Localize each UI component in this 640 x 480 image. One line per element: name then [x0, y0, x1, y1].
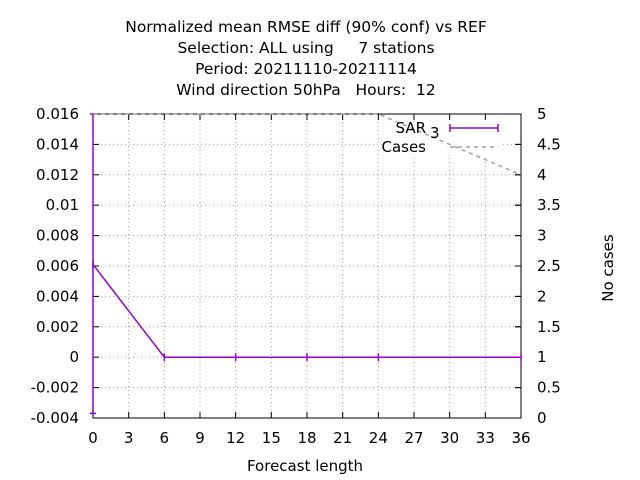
- y-tick-label: 0.008: [36, 227, 79, 245]
- y2-tick-label: 4: [537, 166, 547, 184]
- series-line-cases: [93, 113, 522, 176]
- y2-axis-label: No cases: [599, 234, 617, 302]
- legend-label-sub-sar: 3: [430, 124, 440, 142]
- y-tick-label: 0.002: [36, 318, 79, 336]
- series: [90, 113, 522, 415]
- y-tick-label: -0.004: [31, 409, 79, 427]
- legend-label-sar: SAR: [396, 119, 426, 137]
- title-line-1: Normalized mean RMSE diff (90% conf) vs …: [125, 18, 487, 36]
- x-tick-label: 33: [476, 429, 495, 447]
- x-tick-label: 12: [226, 429, 245, 447]
- x-tick-label: 0: [88, 429, 98, 447]
- y2-tick-label: 1: [537, 348, 547, 366]
- y2-tick-label: 0.5: [537, 379, 561, 397]
- y-tick-label: 0.012: [36, 166, 79, 184]
- x-tick-label: 18: [297, 429, 316, 447]
- x-tick-label: 3: [124, 429, 134, 447]
- x-tick-label: 24: [369, 429, 388, 447]
- x-tick-label: 6: [160, 429, 170, 447]
- x-tick-label: 36: [511, 429, 530, 447]
- y2-tick-label: 5: [537, 105, 547, 123]
- y2-tick-label: 0: [537, 409, 547, 427]
- y-tick-label: 0.006: [36, 257, 79, 275]
- y-tick-label: 0.004: [36, 287, 79, 305]
- y-tick-label: -0.002: [31, 379, 79, 397]
- chart-title: Normalized mean RMSE diff (90% conf) vs …: [0, 17, 612, 101]
- y-tick-label: 0.016: [36, 105, 79, 123]
- x-tick-label: 27: [404, 429, 423, 447]
- x-tick-label: 30: [440, 429, 459, 447]
- y2-tick-label: 3: [537, 227, 547, 245]
- x-axis-label: Forecast length: [247, 457, 363, 475]
- x-tick-label: 15: [262, 429, 281, 447]
- title-line-3: Period: 20211110-20211114: [195, 60, 417, 78]
- y2-tick-label: 2.5: [537, 257, 561, 275]
- legend-label-cases: Cases: [381, 138, 426, 156]
- grid: [93, 114, 521, 418]
- title-line-4: Wind direction 50hPa Hours: 12: [176, 81, 436, 99]
- axes: -0.004 -0.002 0 0.002 0.004 0.006 0.008 0.01 0.0…: [31, 105, 561, 447]
- series-line-sar: [92, 264, 521, 358]
- y-tick-label: 0: [69, 348, 79, 366]
- x-tick-label: 9: [195, 429, 205, 447]
- title-line-2: Selection: ALL using 7 stations: [177, 39, 435, 57]
- y2-tick-label: 3.5: [537, 196, 561, 214]
- y-tick-label: 0.01: [46, 196, 79, 214]
- y2-tick-label: 1.5: [537, 318, 561, 336]
- y2-tick-label: 2: [537, 287, 547, 305]
- y2-tick-label: 4.5: [537, 135, 561, 153]
- y-tick-label: 0.014: [36, 135, 79, 153]
- x-tick-label: 21: [333, 429, 352, 447]
